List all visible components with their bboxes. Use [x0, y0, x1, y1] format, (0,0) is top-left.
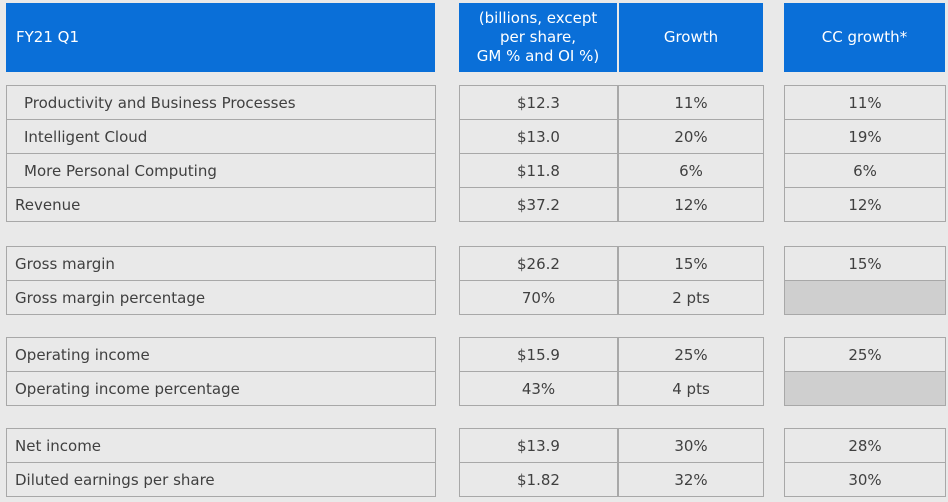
row-value-text: $15.9	[517, 345, 560, 364]
row-cc-growth-text: 6%	[853, 161, 877, 180]
row-cc-growth	[784, 280, 946, 315]
row-value: $11.8	[459, 153, 618, 188]
row-label-text: Net income	[15, 436, 102, 455]
row-growth-text: 30%	[674, 436, 708, 455]
row-growth-text: 4 pts	[672, 379, 710, 398]
row-value-text: $37.2	[517, 195, 560, 214]
row-growth: 30%	[618, 428, 764, 463]
row-value: $26.2	[459, 246, 618, 281]
row-growth-text: 12%	[674, 195, 708, 214]
row-cc-growth: 19%	[784, 119, 946, 154]
row-growth: 6%	[618, 153, 764, 188]
row-cc-growth-text: 12%	[848, 195, 882, 214]
row-growth-text: 32%	[674, 470, 708, 489]
row-cc-growth: 28%	[784, 428, 946, 463]
row-cc-growth-text: 25%	[848, 345, 882, 364]
row-value-text: $1.82	[517, 470, 560, 489]
row-label: More Personal Computing	[6, 153, 436, 188]
row-growth-text: 11%	[674, 93, 708, 112]
row-label-text: Intelligent Cloud	[24, 127, 148, 146]
row-label: Operating income	[6, 337, 436, 372]
row-growth: 11%	[618, 85, 764, 120]
row-label: Net income	[6, 428, 436, 463]
units-line-1: (billions, except	[478, 9, 598, 27]
header-cc-growth: CC growth*	[784, 3, 945, 72]
row-label-text: More Personal Computing	[24, 161, 217, 180]
row-cc-growth-text: 30%	[848, 470, 882, 489]
row-label-text: Revenue	[15, 195, 81, 214]
row-growth-text: 2 pts	[672, 288, 710, 307]
row-label-text: Operating income percentage	[15, 379, 240, 398]
row-label-text: Productivity and Business Processes	[24, 93, 296, 112]
row-growth: 2 pts	[618, 280, 764, 315]
row-label-text: Diluted earnings per share	[15, 470, 215, 489]
row-value: 70%	[459, 280, 618, 315]
row-cc-growth: 11%	[784, 85, 946, 120]
row-label: Productivity and Business Processes	[6, 85, 436, 120]
row-growth-text: 20%	[674, 127, 708, 146]
row-cc-growth: 30%	[784, 462, 946, 497]
row-value-text: $13.9	[517, 436, 560, 455]
row-cc-growth: 6%	[784, 153, 946, 188]
row-label-text: Gross margin percentage	[15, 288, 206, 307]
row-growth: 25%	[618, 337, 764, 372]
row-value: $12.3	[459, 85, 618, 120]
row-value-text: 43%	[521, 379, 556, 398]
row-label: Gross margin	[6, 246, 436, 281]
cc-growth-label: CC growth*	[821, 28, 908, 46]
row-label: Gross margin percentage	[6, 280, 436, 315]
row-value: $15.9	[459, 337, 618, 372]
row-value-text: $11.8	[517, 161, 560, 180]
row-growth: 20%	[618, 119, 764, 154]
row-cc-growth: 12%	[784, 187, 946, 222]
row-value-text: $26.2	[517, 254, 560, 273]
row-label: Revenue	[6, 187, 436, 222]
row-label-text: Operating income	[15, 345, 150, 364]
row-label: Diluted earnings per share	[6, 462, 436, 497]
period-label: FY21 Q1	[16, 28, 79, 46]
row-cc-growth: 15%	[784, 246, 946, 281]
row-cc-growth-text: 28%	[848, 436, 882, 455]
row-growth-text: 15%	[674, 254, 708, 273]
row-value: 43%	[459, 371, 618, 406]
row-value-text: $12.3	[517, 93, 560, 112]
row-value: $13.9	[459, 428, 618, 463]
header-growth: Growth	[619, 3, 763, 72]
row-value-text: 70%	[521, 288, 556, 307]
row-label-text: Gross margin	[15, 254, 115, 273]
growth-label: Growth	[663, 28, 719, 46]
row-growth-text: 25%	[674, 345, 708, 364]
header-units: (billions, except per share, GM % and OI…	[459, 3, 617, 72]
row-value: $37.2	[459, 187, 618, 222]
row-value: $1.82	[459, 462, 618, 497]
units-line-2: per share,	[499, 28, 577, 46]
row-label: Intelligent Cloud	[6, 119, 436, 154]
row-cc-growth: 25%	[784, 337, 946, 372]
row-growth-text: 6%	[679, 161, 703, 180]
row-cc-growth-text: 11%	[848, 93, 882, 112]
row-cc-growth	[784, 371, 946, 406]
row-growth: 32%	[618, 462, 764, 497]
units-line-3: GM % and OI %)	[476, 47, 600, 65]
row-value-text: $13.0	[517, 127, 560, 146]
row-growth: 12%	[618, 187, 764, 222]
row-label: Operating income percentage	[6, 371, 436, 406]
row-cc-growth-text: 15%	[848, 254, 882, 273]
row-growth: 4 pts	[618, 371, 764, 406]
header-period: FY21 Q1	[6, 3, 435, 72]
row-cc-growth-text: 19%	[848, 127, 882, 146]
row-growth: 15%	[618, 246, 764, 281]
row-value: $13.0	[459, 119, 618, 154]
